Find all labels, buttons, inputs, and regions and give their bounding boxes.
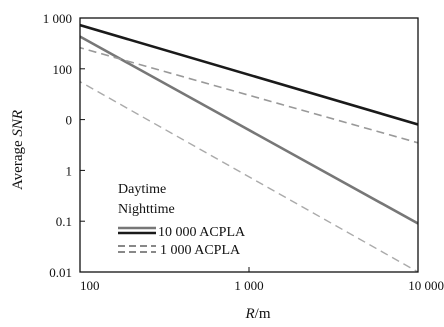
y-tick-label: 0.01 xyxy=(49,265,72,280)
y-tick-label: 1 000 xyxy=(43,11,72,26)
y-tick-label: 100 xyxy=(53,62,73,77)
series-line-day_10000 xyxy=(80,35,418,225)
x-tick-label: 10 000 xyxy=(408,278,444,293)
legend-1000-acpla: 1 000 ACPLA xyxy=(160,243,241,258)
y-tick-label: 0 xyxy=(66,113,73,128)
series-line-night_1000 xyxy=(80,46,418,144)
legend: Daytime Nighttime 10 000 ACPLA 1 000 ACP… xyxy=(118,182,246,258)
x-axis-label-unit: /m xyxy=(255,306,271,322)
y-axis-label-var: SNR xyxy=(10,110,26,137)
legend-daytime: Daytime xyxy=(118,182,166,197)
tick-layer: 100 1 000 10 000 0.01 0.1 1 0 100 1 000 xyxy=(43,11,444,293)
y-axis-label: Average SNR xyxy=(10,110,26,190)
y-tick-label: 0.1 xyxy=(56,214,72,229)
y-tick-label: 1 xyxy=(66,163,73,178)
x-tick-label: 100 xyxy=(80,278,100,293)
x-axis-label: R/m xyxy=(244,306,270,322)
series-layer xyxy=(80,23,418,272)
y-axis-label-text: Average xyxy=(10,137,26,190)
legend-10000-acpla: 10 000 ACPLA xyxy=(158,225,246,240)
x-tick-label: 1 000 xyxy=(234,278,263,293)
series-line-day_1000 xyxy=(80,80,418,272)
legend-nighttime: Nighttime xyxy=(118,202,175,217)
series-line-night_10000 xyxy=(80,23,418,126)
x-axis-label-var: R xyxy=(244,306,254,322)
